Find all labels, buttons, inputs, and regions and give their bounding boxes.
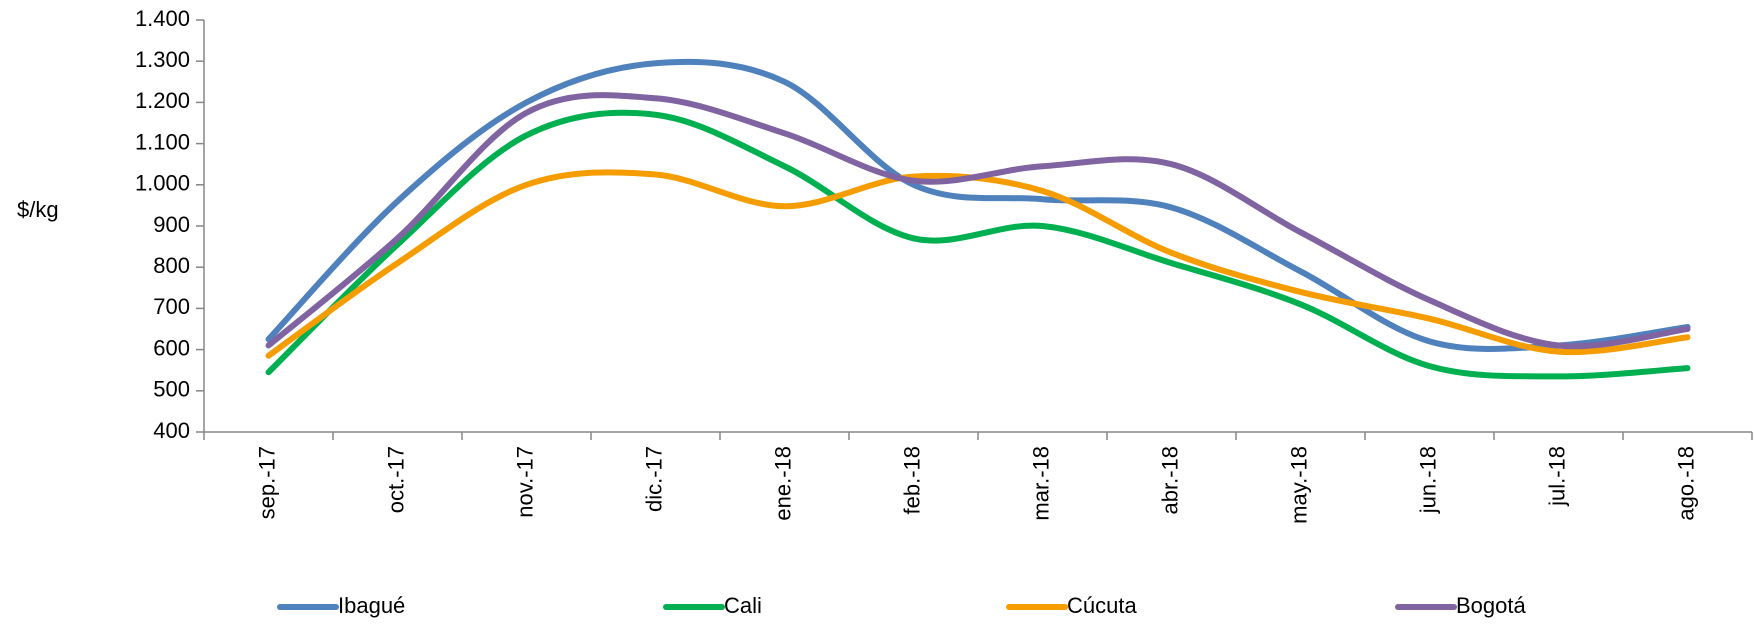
y-tick-label: 1.300: [135, 47, 190, 72]
y-tick-label: 1.400: [135, 6, 190, 31]
x-tick-label: dic.-17: [641, 446, 666, 512]
series-line: [265, 58, 1691, 352]
x-tick-label: mar.-18: [1028, 446, 1053, 521]
y-tick-label: 600: [153, 335, 190, 360]
y-tick-label: 1.000: [135, 171, 190, 196]
y-tick-label: 800: [153, 253, 190, 278]
y-tick-label: 700: [153, 294, 190, 319]
x-tick-label: jun.-18: [1415, 446, 1440, 514]
y-axis-label: $/kg: [17, 197, 59, 222]
x-tick-label: nov.-17: [512, 446, 537, 518]
x-tick-label: ene.-18: [770, 446, 795, 521]
series-line: [265, 109, 1691, 380]
x-tick-label: sep.-17: [254, 446, 279, 519]
legend-label: Ibagué: [338, 593, 405, 618]
x-tick-label: feb.-18: [899, 446, 924, 515]
x-tick-label: jul.-18: [1544, 446, 1569, 507]
x-tick-label: abr.-18: [1157, 446, 1182, 515]
legend-label: Cali: [724, 593, 762, 618]
y-tick-label: 1.100: [135, 129, 190, 154]
series-line: [265, 92, 1691, 350]
y-tick-label: 500: [153, 377, 190, 402]
y-tick-label: 1.200: [135, 88, 190, 113]
y-tick-label: 900: [153, 212, 190, 237]
legend-label: Bogotá: [1456, 593, 1526, 618]
x-tick-label: ago.-18: [1673, 446, 1698, 521]
y-tick-label: 400: [153, 418, 190, 443]
x-tick-label: oct.-17: [383, 446, 408, 513]
legend-label: Cúcuta: [1067, 593, 1137, 618]
x-tick-label: may.-18: [1286, 446, 1311, 524]
